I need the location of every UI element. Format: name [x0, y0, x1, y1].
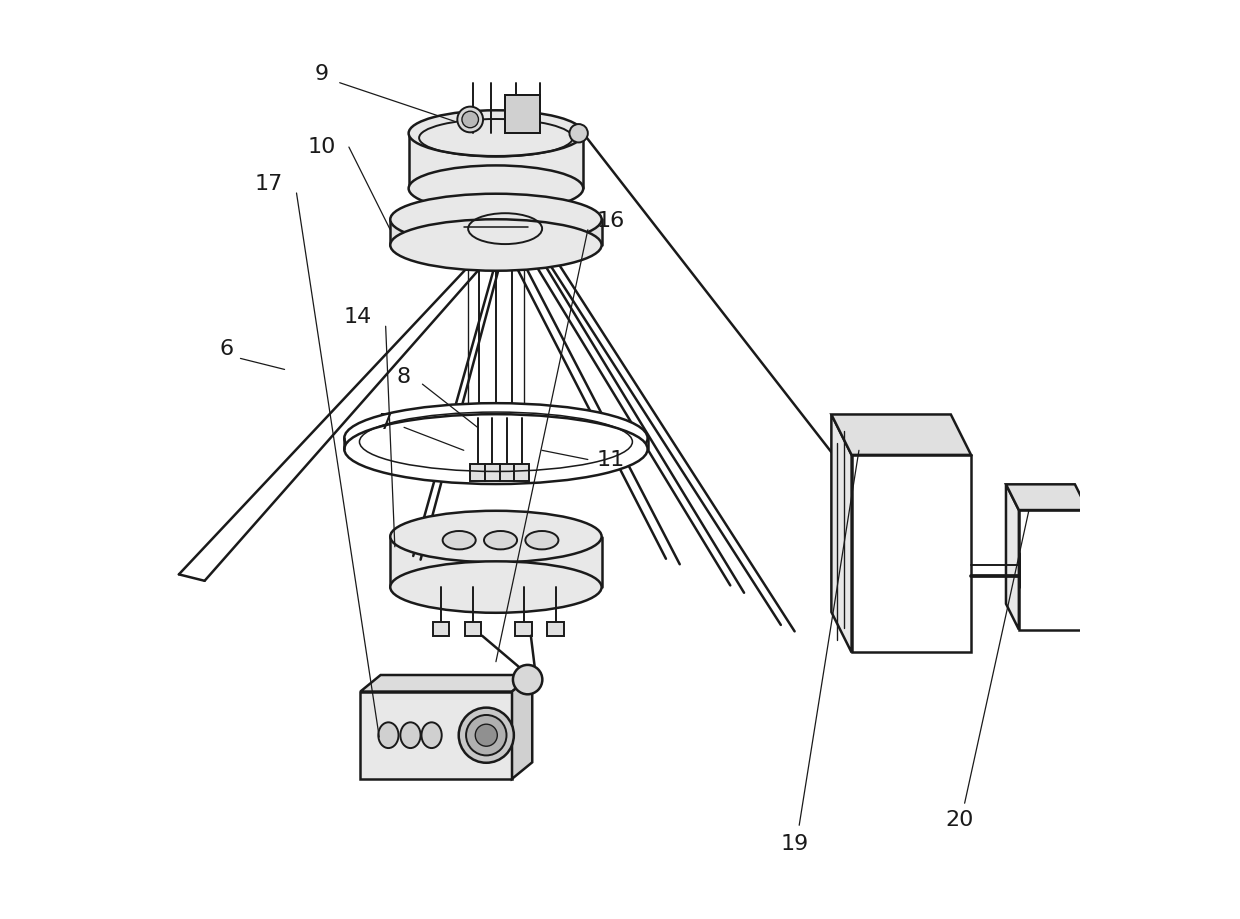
Bar — [515, 464, 529, 481]
Polygon shape — [512, 675, 532, 778]
Polygon shape — [1006, 484, 1087, 510]
Ellipse shape — [345, 414, 647, 484]
Text: 14: 14 — [343, 307, 372, 327]
Circle shape — [463, 111, 479, 128]
Bar — [505, 95, 541, 133]
Bar — [505, 95, 541, 133]
Bar — [470, 464, 485, 481]
Ellipse shape — [526, 531, 558, 550]
Ellipse shape — [391, 194, 601, 245]
Text: 17: 17 — [254, 174, 283, 194]
Bar — [361, 691, 512, 778]
Polygon shape — [391, 537, 601, 587]
Bar — [1019, 510, 1087, 630]
Polygon shape — [1006, 484, 1019, 630]
Bar — [485, 464, 500, 481]
Circle shape — [466, 715, 506, 755]
Polygon shape — [361, 675, 532, 691]
Text: 10: 10 — [308, 137, 336, 157]
Polygon shape — [831, 414, 971, 455]
Text: 9: 9 — [314, 63, 329, 84]
Bar — [516, 622, 532, 636]
Ellipse shape — [409, 165, 583, 211]
Ellipse shape — [378, 722, 398, 748]
Ellipse shape — [409, 110, 583, 156]
Polygon shape — [831, 414, 852, 652]
Text: 19: 19 — [780, 834, 808, 854]
Ellipse shape — [443, 531, 476, 550]
Text: 11: 11 — [596, 449, 625, 470]
Text: 6: 6 — [219, 339, 233, 359]
Polygon shape — [409, 133, 583, 188]
Circle shape — [569, 124, 588, 142]
Text: 16: 16 — [596, 210, 625, 231]
Text: 20: 20 — [946, 810, 975, 830]
Ellipse shape — [391, 220, 601, 271]
Bar — [433, 622, 449, 636]
Ellipse shape — [422, 722, 441, 748]
Bar — [852, 455, 971, 652]
Ellipse shape — [484, 531, 517, 550]
Ellipse shape — [391, 511, 601, 562]
Bar — [465, 622, 481, 636]
Ellipse shape — [391, 562, 601, 613]
Text: 8: 8 — [397, 367, 412, 387]
Polygon shape — [391, 220, 601, 245]
Text: 7: 7 — [378, 413, 393, 433]
Ellipse shape — [401, 722, 420, 748]
Bar — [547, 622, 564, 636]
Circle shape — [459, 708, 513, 763]
Circle shape — [458, 107, 484, 132]
Ellipse shape — [345, 403, 647, 473]
Bar — [500, 464, 515, 481]
Circle shape — [475, 724, 497, 746]
Circle shape — [513, 665, 542, 695]
